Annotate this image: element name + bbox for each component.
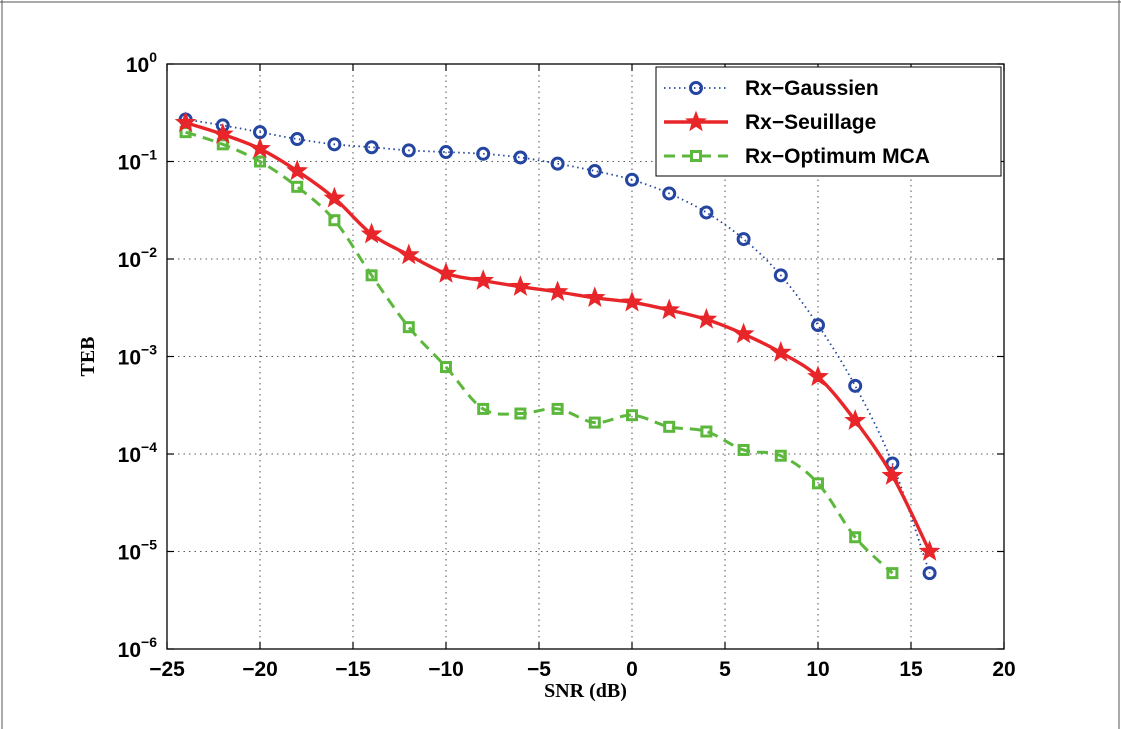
data-point [401,143,416,158]
data-point [922,566,937,581]
y-axis-title: TEB [77,336,99,376]
data-point [211,122,234,144]
series-2 [179,126,899,580]
y-tick-label: 10−6 [118,634,158,662]
x-tick-label: −25 [149,658,185,681]
legend-marker [685,110,707,132]
data-point [625,172,639,187]
data-point [435,262,457,283]
y-tick-label: 100 [126,49,157,77]
data-point [807,365,829,386]
x-tick-label: −20 [242,658,278,681]
data-point [477,402,490,415]
series-1 [174,111,941,561]
x-tick-label: 0 [626,658,638,681]
data-point [249,137,271,159]
grid-layer [167,64,1004,649]
data-point [254,155,266,168]
data-point [848,378,863,393]
x-tick-label: 20 [992,658,1015,681]
data-point [546,280,569,302]
x-tick-label: 5 [719,658,731,681]
legend: Rx−Gaussien Rx−Seuillage Rx−Optimum MCA [655,66,1002,177]
y-tick-label: 10−4 [118,439,158,467]
data-point [811,318,825,333]
data-point [513,150,528,165]
legend-label: Rx−Gaussien [745,77,879,100]
data-point [736,232,751,247]
data-point [583,286,606,308]
data-point [849,531,862,544]
x-tick-label: −10 [428,658,464,681]
data-point [587,163,602,178]
data-point [881,464,904,485]
data-point [514,407,527,420]
data-point [291,180,304,193]
data-point [844,409,867,430]
data-point [663,420,676,433]
data-point [476,146,491,161]
data-point [216,138,229,151]
legend-marker [690,150,702,162]
data-point [773,268,788,283]
data-point [774,449,787,462]
data-point [439,145,453,160]
y-tick-label: 10−5 [118,537,158,565]
legend-label: Rx−Optimum MCA [745,145,930,168]
data-point [700,425,713,438]
legend-label: Rx−Seuillage [745,111,876,134]
data-point [365,269,378,282]
data-point [290,132,305,147]
data-point [323,186,346,208]
x-tick-label: 10 [806,658,829,681]
data-point [886,567,899,580]
data-point [509,275,532,296]
data-point [440,361,452,374]
y-tick-label: 10−3 [118,342,158,370]
x-tick-label: 15 [899,658,923,681]
legend-marker [689,81,703,95]
data-point [327,137,342,152]
data-point [328,214,341,227]
y-tick-label: 10−1 [118,147,158,175]
data-point [472,269,495,290]
x-axis-title: SNR (dB) [544,680,627,702]
data-point [769,341,792,362]
x-tick-label: −15 [335,658,371,681]
data-point [621,290,643,312]
data-point [658,298,681,320]
data-point [364,140,379,155]
data-point [402,321,415,334]
data-point [812,477,824,490]
data-point [179,126,192,139]
series-layer [174,111,941,581]
data-point [737,443,750,456]
data-point [695,308,718,329]
data-point [918,540,941,561]
data-point [551,402,564,415]
data-point [662,186,677,201]
data-point [360,222,383,244]
data-point [397,243,420,265]
data-point [550,156,565,171]
data-point [588,416,601,429]
tick-layer: −25 −20 −15 −10 −5 0 5 10 15 20 100 10−1 10−2 10−3 10−… [118,49,1016,681]
data-point [174,111,197,132]
y-tick-label: 10−2 [118,244,158,272]
data-point [626,409,638,422]
data-point [286,159,309,181]
data-point [699,205,714,220]
x-tick-label: −5 [527,658,551,681]
data-point [732,322,755,344]
